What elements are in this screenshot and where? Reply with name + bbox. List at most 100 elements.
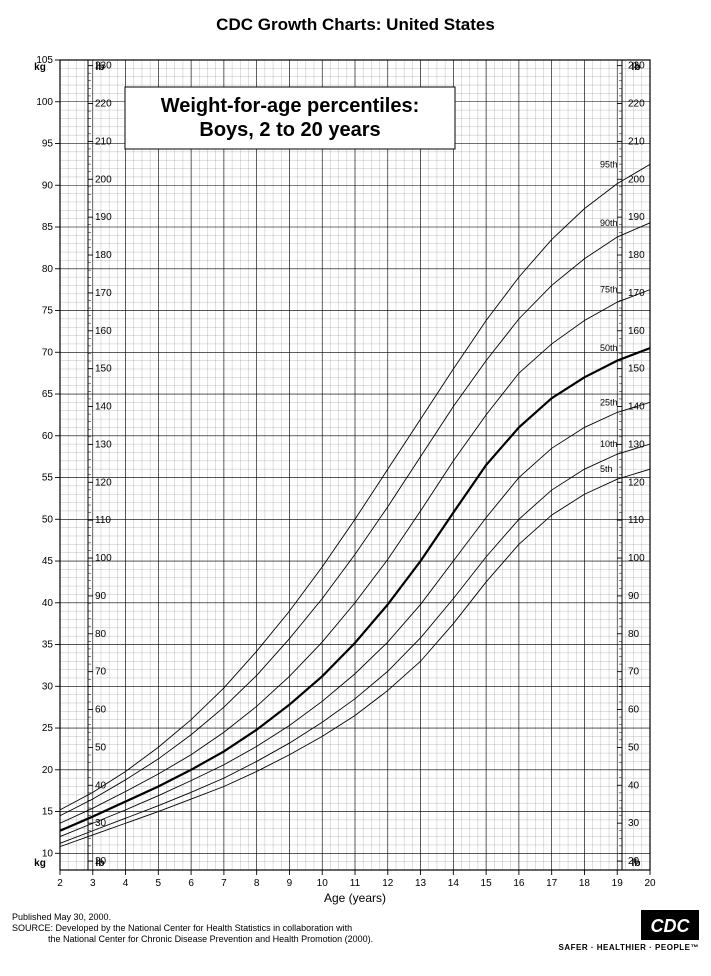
lb-tick-right: 60 [628, 705, 640, 716]
kg-tick: 70 [42, 347, 54, 358]
lb-unit-bottom-left: lb [96, 858, 105, 869]
x-tick: 15 [481, 878, 493, 889]
curve-label: 50th [600, 343, 618, 353]
kg-tick: 30 [42, 681, 54, 692]
x-tick: 20 [644, 878, 656, 889]
chart-title-box: Weight-for-age percentiles:Boys, 2 to 20… [125, 87, 455, 149]
lb-tick-right: 100 [628, 553, 645, 564]
footer-source-1: SOURCE: Developed by the National Center… [12, 923, 352, 933]
lb-tick-left: 150 [95, 364, 112, 375]
kg-tick: 40 [42, 598, 54, 609]
lb-tick-right: 210 [628, 136, 645, 147]
x-axis-label: Age (years) [324, 891, 386, 905]
lb-tick-right: 140 [628, 402, 645, 413]
lb-axes: 2020303040405050606070708080909010010011… [88, 60, 645, 870]
footer-source-2: the National Center for Chronic Disease … [48, 934, 373, 944]
lb-tick-left: 60 [95, 705, 107, 716]
x-tick: 13 [415, 878, 427, 889]
kg-axis: 1015202530354045505560657075808590951001… [36, 55, 60, 859]
x-tick: 3 [90, 878, 96, 889]
lb-unit-top-left: lb [96, 62, 105, 73]
x-tick: 11 [350, 878, 361, 889]
page-title: CDC Growth Charts: United States [216, 15, 495, 34]
lb-tick-right: 80 [628, 629, 640, 640]
kg-tick: 15 [42, 807, 54, 818]
curve-label: 95th [600, 159, 618, 169]
lb-tick-right: 40 [628, 780, 640, 791]
cdc-logo: CDC [641, 910, 699, 940]
svg-text:CDC: CDC [651, 916, 691, 936]
curve-label: 90th [600, 218, 618, 228]
lb-tick-left: 170 [95, 288, 112, 299]
x-tick: 7 [221, 878, 227, 889]
x-tick: 6 [188, 878, 194, 889]
lb-tick-right: 120 [628, 477, 645, 488]
lb-tick-left: 220 [95, 99, 112, 110]
x-tick: 16 [513, 878, 525, 889]
kg-tick: 25 [42, 723, 54, 734]
lb-tick-right: 130 [628, 439, 645, 450]
cdc-slogan: SAFER · HEALTHIER · PEOPLE™ [559, 943, 699, 952]
chart-title-line1: Weight-for-age percentiles: [161, 95, 420, 117]
curve-label: 25th [600, 397, 618, 407]
x-tick: 19 [612, 878, 624, 889]
lb-tick-right: 70 [628, 667, 640, 678]
lb-tick-left: 70 [95, 667, 107, 678]
lb-tick-right: 180 [628, 250, 645, 261]
kg-tick: 35 [42, 640, 54, 651]
lb-tick-right: 190 [628, 212, 645, 223]
x-tick: 18 [579, 878, 591, 889]
lb-tick-left: 140 [95, 402, 112, 413]
lb-tick-right: 90 [628, 591, 640, 602]
lb-tick-left: 190 [95, 212, 112, 223]
lb-tick-left: 180 [95, 250, 112, 261]
kg-tick: 50 [42, 514, 54, 525]
chart-title-line2: Boys, 2 to 20 years [199, 119, 380, 141]
kg-tick: 100 [36, 97, 53, 108]
lb-tick-left: 210 [95, 136, 112, 147]
kg-tick: 75 [42, 306, 54, 317]
x-tick: 9 [287, 878, 293, 889]
lb-tick-right: 220 [628, 99, 645, 110]
x-axis: 2 3 4 5 6 7 8 9 10 11 12 13 14 15 16 17 18 19 20 [57, 870, 656, 889]
lb-tick-right: 160 [628, 326, 645, 337]
kg-tick: 85 [42, 222, 54, 233]
kg-tick: 20 [42, 765, 54, 776]
x-tick: 14 [448, 878, 460, 889]
kg-unit-top: kg [34, 62, 46, 73]
lb-tick-left: 90 [95, 591, 107, 602]
kg-unit-bottom: kg [34, 858, 46, 869]
x-tick: 4 [123, 878, 129, 889]
unit-labels: kg kg lb lb lb lb [34, 62, 640, 869]
lb-tick-left: 130 [95, 439, 112, 450]
lb-tick-left: 120 [95, 477, 112, 488]
kg-tick: 45 [42, 556, 54, 567]
kg-tick: 90 [42, 180, 54, 191]
lb-tick-left: 50 [95, 742, 107, 753]
curve-label: 5th [600, 464, 613, 474]
grid [60, 60, 650, 870]
lb-tick-left: 160 [95, 326, 112, 337]
curve-label: 10th [600, 439, 618, 449]
lb-tick-left: 200 [95, 174, 112, 185]
x-tick: 17 [546, 878, 558, 889]
x-tick: 10 [317, 878, 329, 889]
lb-tick-right: 50 [628, 742, 640, 753]
kg-tick: 55 [42, 473, 54, 484]
lb-unit-top-right: lb [632, 62, 641, 73]
kg-tick: 65 [42, 389, 54, 400]
lb-tick-left: 100 [95, 553, 112, 564]
x-tick: 12 [382, 878, 394, 889]
lb-tick-right: 150 [628, 364, 645, 375]
kg-tick: 60 [42, 431, 54, 442]
x-tick: 8 [254, 878, 260, 889]
lb-tick-left: 110 [95, 515, 111, 526]
curve-label: 75th [600, 285, 618, 295]
kg-tick: 95 [42, 139, 54, 150]
lb-unit-bottom-right: lb [632, 858, 641, 869]
lb-tick-right: 30 [628, 818, 640, 829]
footer-published: Published May 30, 2000. [12, 912, 111, 922]
x-tick: 5 [156, 878, 162, 889]
lb-tick-left: 80 [95, 629, 107, 640]
x-tick: 2 [57, 878, 63, 889]
